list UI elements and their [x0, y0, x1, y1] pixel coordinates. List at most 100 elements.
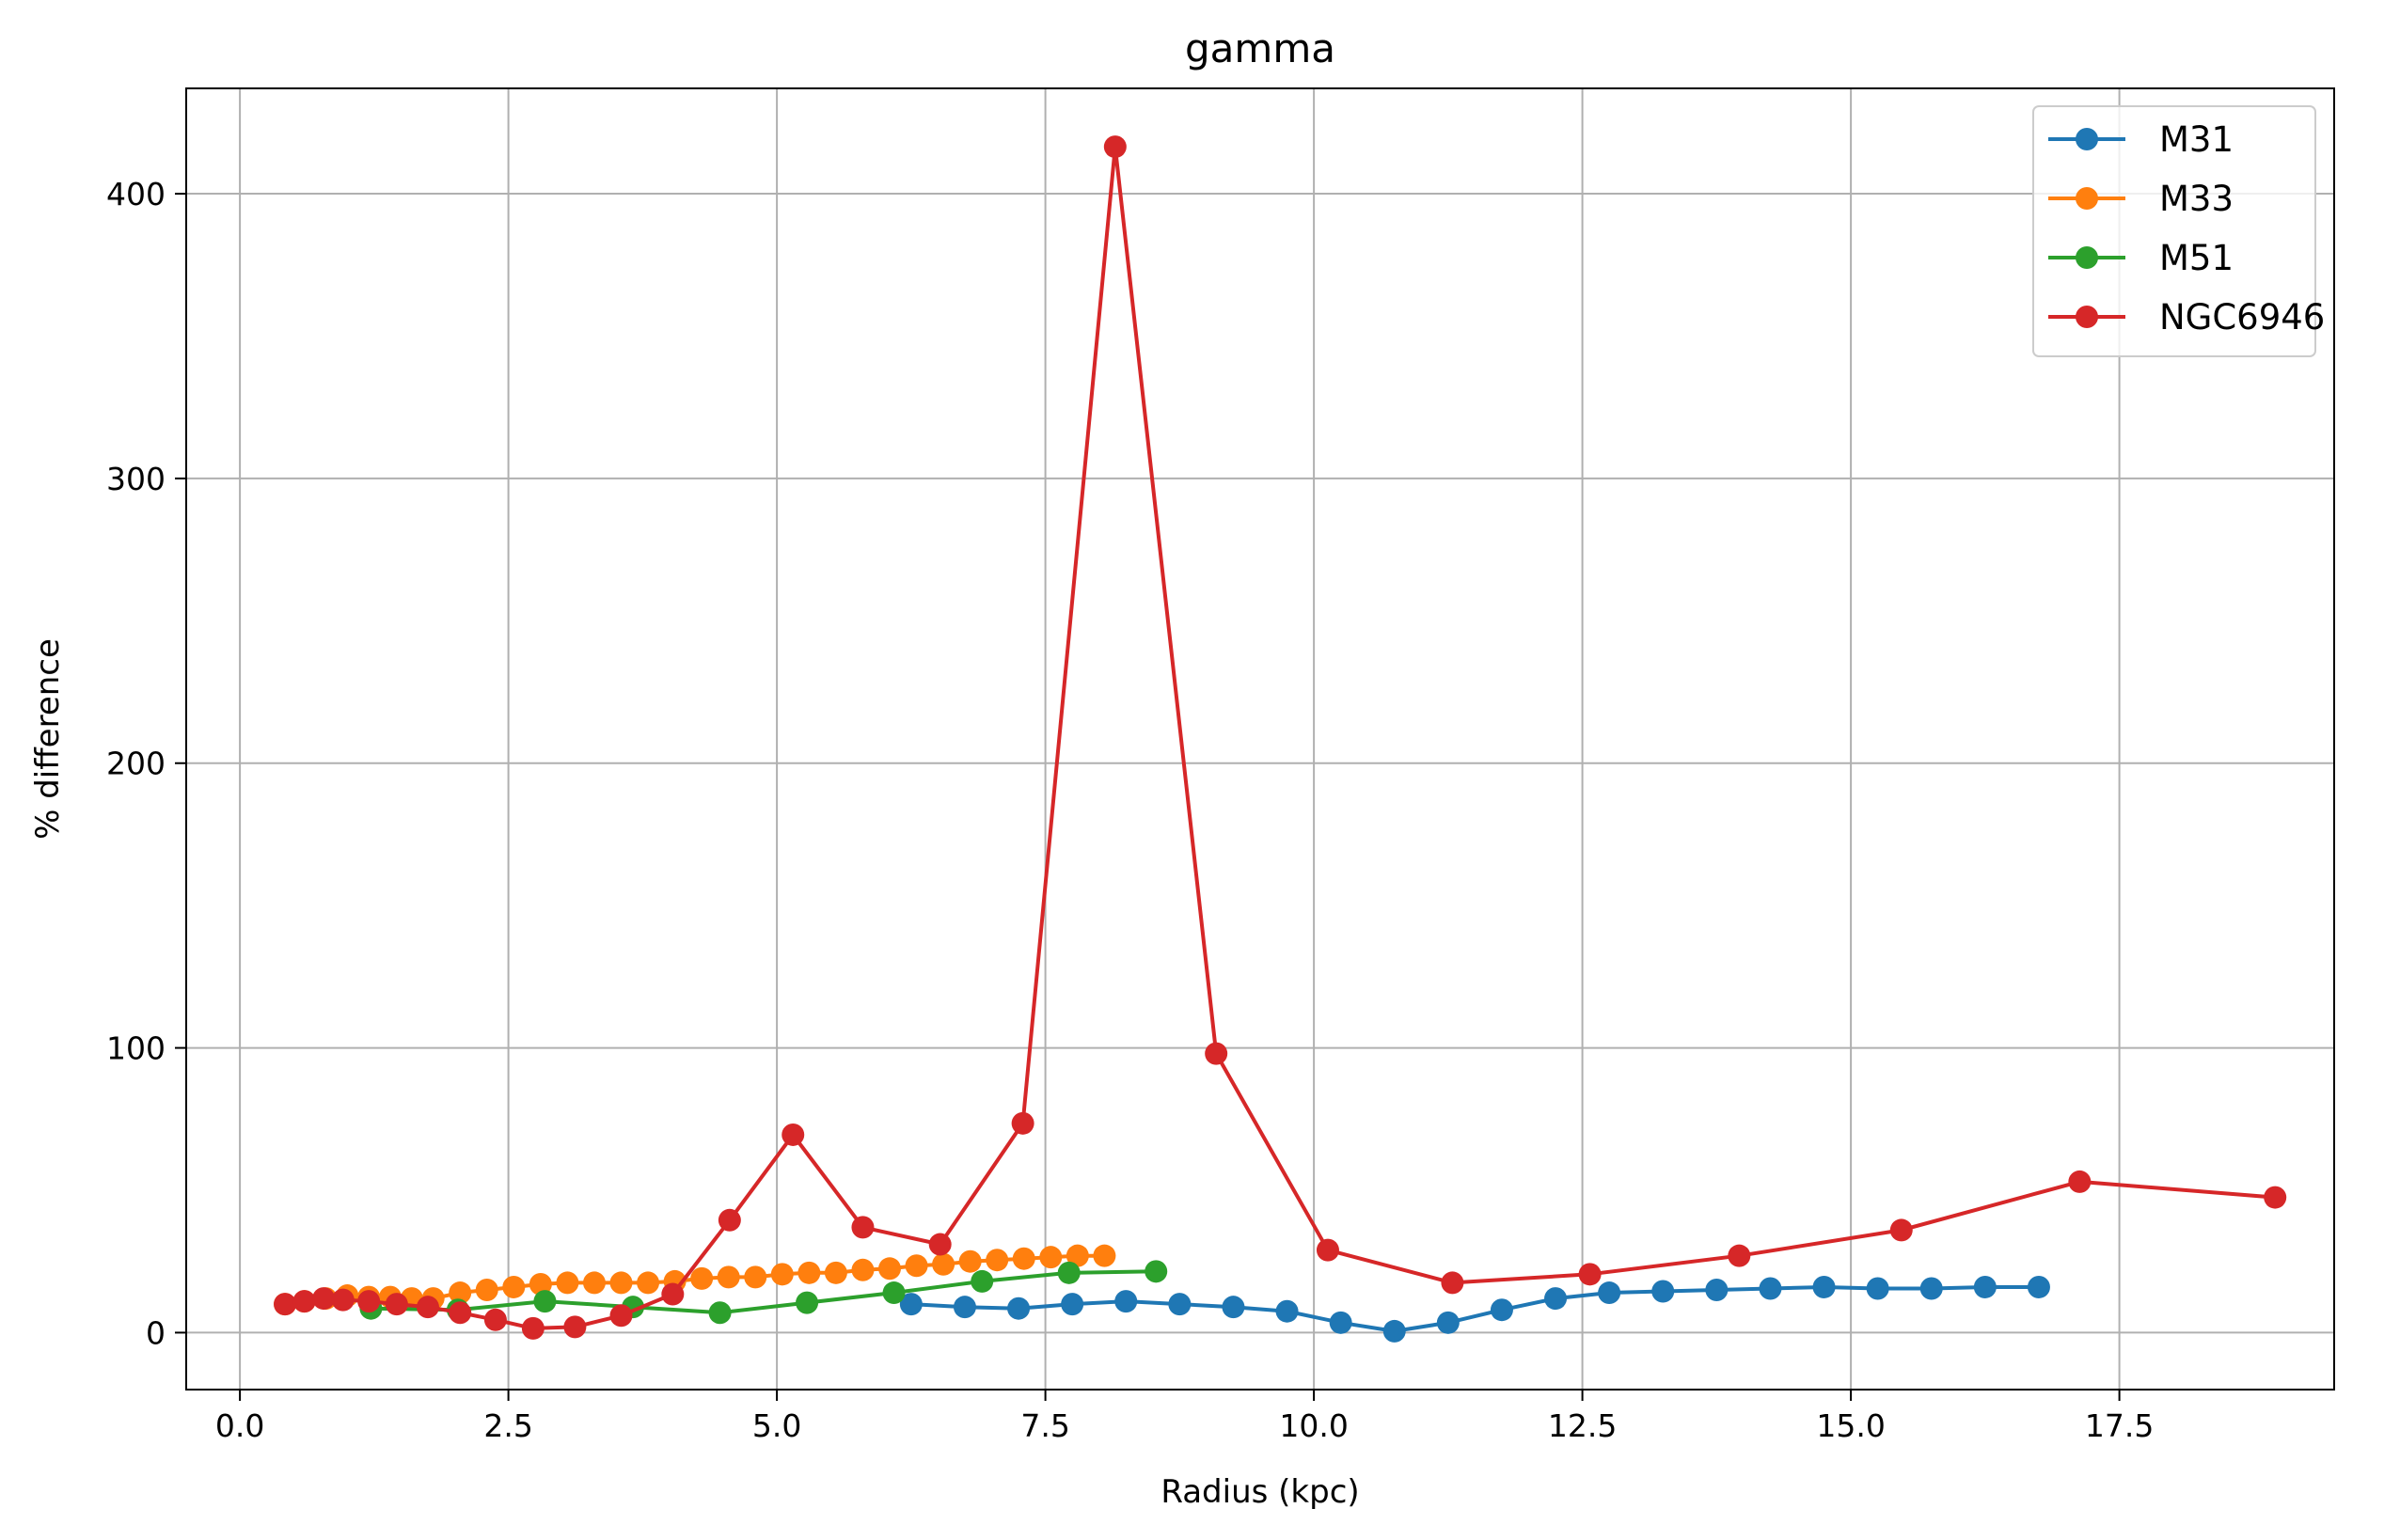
data-point [1316, 1238, 1339, 1262]
data-point [971, 1269, 994, 1293]
data-point [782, 1123, 805, 1146]
data-point [661, 1282, 685, 1306]
data-point [932, 1252, 955, 1276]
data-point [274, 1293, 297, 1316]
data-point [708, 1301, 732, 1325]
y-tick-label: 100 [106, 1030, 166, 1067]
data-point [563, 1315, 587, 1339]
legend-item: NGC6946 [2048, 297, 2325, 338]
plot-series [274, 135, 2287, 1343]
data-point [1705, 1279, 1729, 1302]
data-point [1057, 1261, 1081, 1284]
x-tick-label: 17.5 [2085, 1407, 2154, 1444]
data-point [1973, 1275, 1997, 1298]
y-tick-label: 200 [106, 746, 166, 782]
data-point [928, 1233, 952, 1256]
x-tick-label: 7.5 [1020, 1407, 1069, 1444]
y-tick-label: 400 [106, 176, 166, 212]
series-ngc6946 [274, 135, 2287, 1340]
data-point [1490, 1298, 1513, 1322]
data-point [1007, 1296, 1031, 1320]
data-point [953, 1296, 976, 1319]
data-point [609, 1304, 633, 1328]
data-point [899, 1293, 923, 1316]
legend-marker [2076, 306, 2098, 328]
data-point [1093, 1244, 1116, 1267]
data-point [1061, 1293, 1084, 1316]
data-point [582, 1271, 606, 1295]
data-point [958, 1249, 982, 1273]
x-tick-label: 15.0 [1816, 1407, 1885, 1444]
data-point [637, 1271, 660, 1295]
legend-marker [2076, 246, 2098, 269]
legend-label: M31 [2159, 119, 2234, 160]
legend-marker [2076, 187, 2098, 210]
data-point [357, 1290, 381, 1313]
x-tick-label: 0.0 [215, 1407, 264, 1444]
data-point [878, 1257, 902, 1281]
series-line [910, 1285, 2039, 1333]
data-point [312, 1287, 336, 1311]
data-point [717, 1265, 740, 1289]
data-point [744, 1265, 767, 1289]
data-point [882, 1281, 906, 1305]
data-point [2027, 1275, 2050, 1298]
data-point [1329, 1311, 1352, 1334]
data-point [1382, 1319, 1406, 1343]
data-point [521, 1316, 545, 1340]
data-point [449, 1281, 472, 1305]
data-point [449, 1301, 472, 1325]
x-tick-label: 12.5 [1548, 1407, 1617, 1444]
data-point [1728, 1244, 1751, 1267]
data-point [797, 1261, 821, 1284]
chart-title: gamma [1185, 25, 1335, 71]
data-point [1168, 1293, 1192, 1316]
data-point [475, 1279, 498, 1302]
data-point [1759, 1277, 1782, 1300]
data-point [1145, 1260, 1168, 1283]
data-point [1436, 1311, 1460, 1334]
data-point [1011, 1111, 1034, 1135]
data-point [690, 1266, 714, 1290]
data-point [533, 1290, 557, 1313]
data-point [1866, 1277, 1889, 1300]
data-point [1812, 1275, 1836, 1298]
data-point [718, 1208, 741, 1232]
legend-label: NGC6946 [2159, 297, 2325, 338]
data-point [1066, 1244, 1089, 1267]
data-point [2068, 1170, 2092, 1193]
data-point [502, 1275, 526, 1298]
legend-label: M33 [2159, 179, 2234, 219]
legend-marker [2076, 128, 2098, 150]
x-tick-label: 2.5 [483, 1407, 532, 1444]
data-point [416, 1296, 439, 1319]
data-point [1441, 1271, 1464, 1295]
x-tick-label: 10.0 [1279, 1407, 1348, 1444]
data-point [1651, 1280, 1675, 1303]
x-tick-label: 5.0 [752, 1407, 801, 1444]
data-point [851, 1258, 875, 1281]
legend-item: M51 [2048, 238, 2234, 278]
legend-label: M51 [2159, 238, 2234, 278]
legend: M31 M33 M51 NGC6946 [2032, 105, 2325, 357]
data-point [1103, 135, 1127, 159]
data-point [824, 1261, 847, 1284]
data-point [1578, 1263, 1602, 1286]
data-point [1598, 1281, 1621, 1305]
data-point [2264, 1186, 2287, 1209]
data-point [1889, 1218, 1913, 1242]
x-axis-label: Radius (kpc) [1161, 1473, 1359, 1511]
data-point [905, 1254, 928, 1278]
data-point [1919, 1277, 1943, 1300]
data-point [770, 1263, 794, 1286]
data-point [331, 1288, 355, 1312]
data-point [483, 1308, 507, 1331]
data-point [556, 1271, 579, 1295]
data-point [609, 1271, 633, 1295]
legend-item: M31 [2048, 119, 2234, 160]
data-point [1275, 1299, 1299, 1323]
plot-frame [185, 87, 2335, 1391]
data-point [796, 1291, 819, 1314]
data-point [1544, 1287, 1568, 1311]
